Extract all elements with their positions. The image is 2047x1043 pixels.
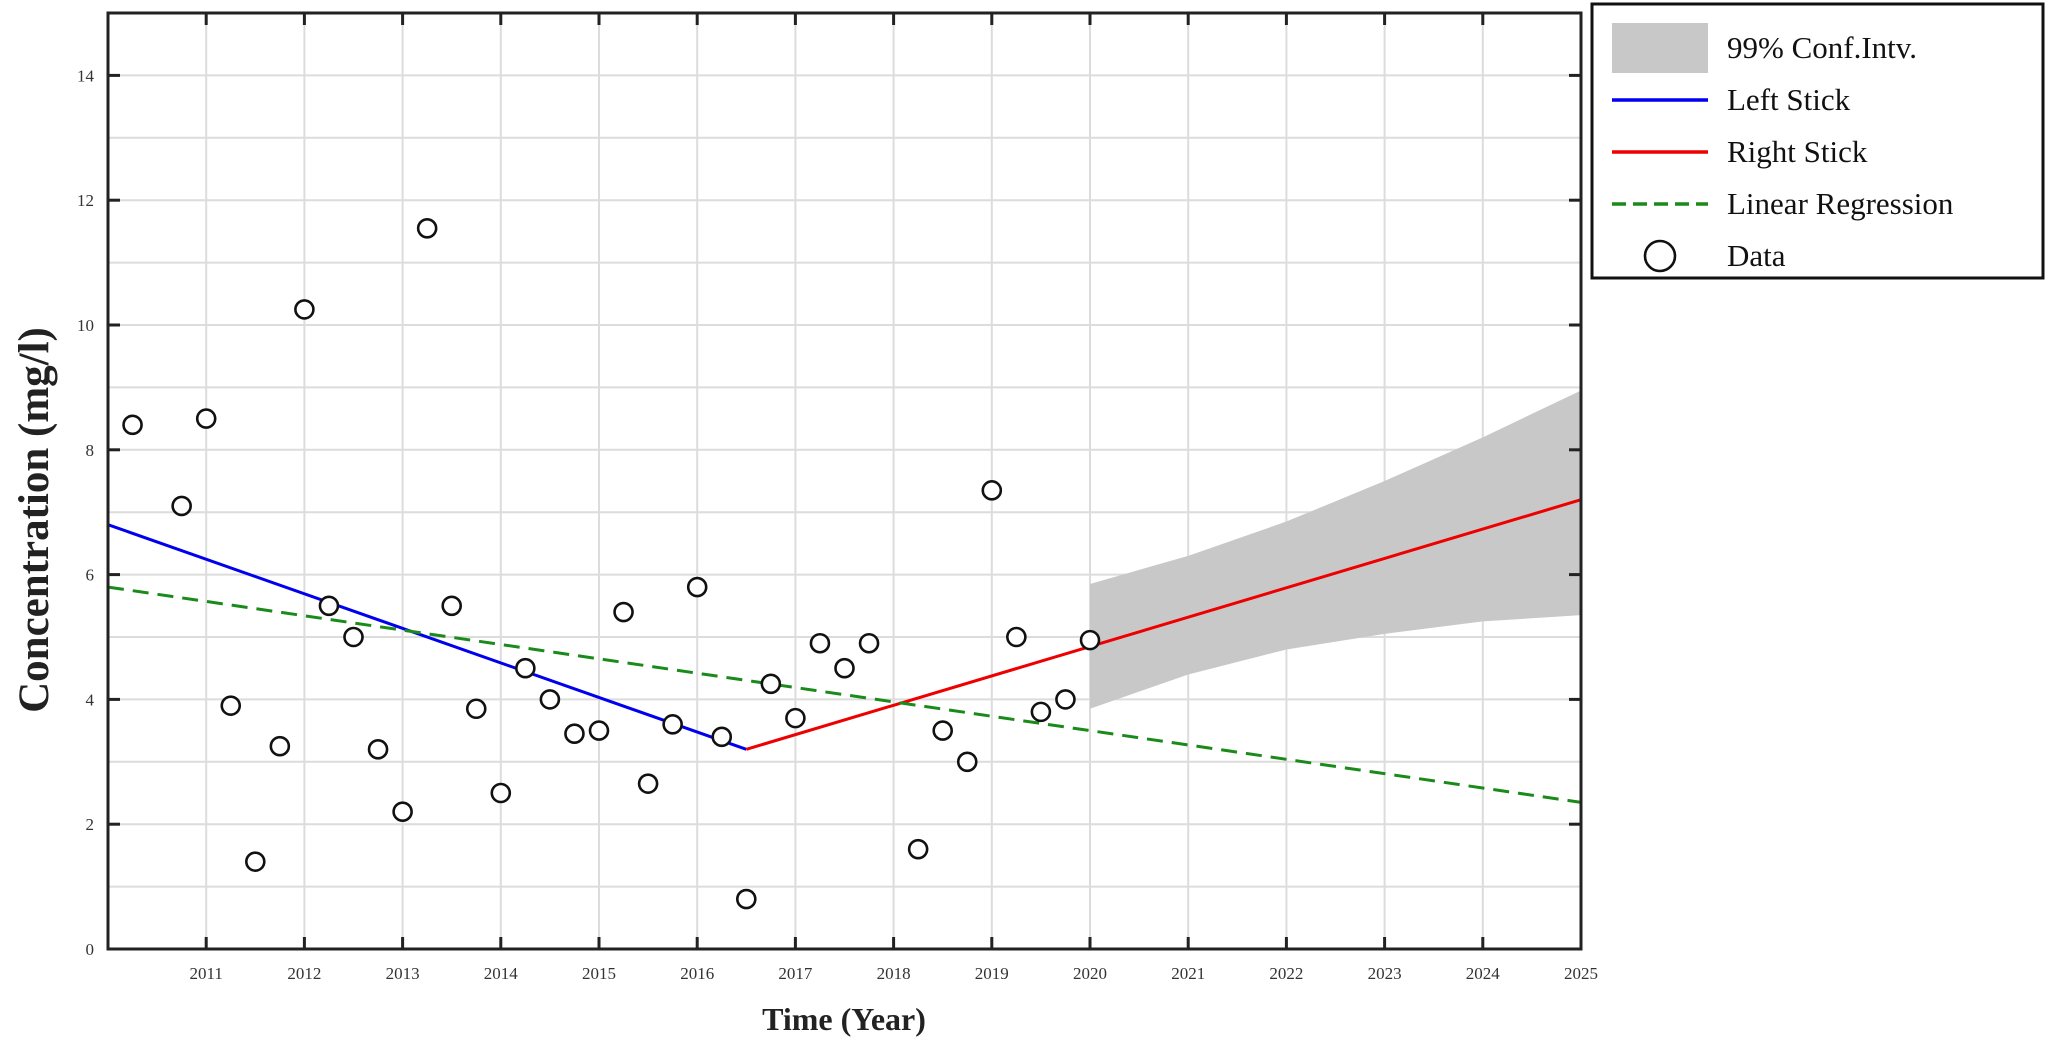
x-tick-label: 2021 <box>1171 964 1205 983</box>
plot-frame <box>106 11 1583 951</box>
data-point <box>1030 701 1052 723</box>
data-point <box>294 299 315 320</box>
data-point <box>613 601 634 623</box>
data-point <box>392 801 413 823</box>
data-point <box>195 408 217 429</box>
data-point <box>981 480 1003 501</box>
data-point <box>834 657 855 679</box>
data-point <box>858 632 880 654</box>
data-point <box>122 414 143 436</box>
left-stick-line <box>107 523 747 751</box>
data-point <box>686 576 708 598</box>
data-point <box>1079 629 1101 651</box>
data-point <box>490 782 512 804</box>
legend-label-data: Data <box>1727 238 1786 273</box>
right-stick-line <box>745 498 1582 751</box>
y-tick-label: 12 <box>77 191 94 210</box>
data-point <box>220 695 242 716</box>
x-tick-label: 2023 <box>1368 964 1402 983</box>
x-tick-label: 2025 <box>1564 964 1598 983</box>
y-tick-label: 14 <box>77 66 95 85</box>
data-point <box>956 751 978 773</box>
data-points <box>122 217 1101 910</box>
x-tick-label: 2017 <box>778 964 813 983</box>
y-tick-label: 0 <box>86 940 95 959</box>
data-point <box>760 673 782 695</box>
data-point <box>932 720 954 741</box>
x-axis-label: Time (Year) <box>762 1001 926 1037</box>
data-point <box>637 773 659 794</box>
legend-swatch-band <box>1612 23 1708 73</box>
y-tick-label: 2 <box>86 815 95 834</box>
data-point <box>662 714 683 735</box>
data-point <box>245 851 266 872</box>
data-point <box>343 626 364 648</box>
x-tick-label: 2014 <box>484 964 519 983</box>
x-tick-label: 2024 <box>1466 964 1501 983</box>
x-tick-label: 2020 <box>1073 964 1107 983</box>
data-point <box>907 838 929 860</box>
data-point <box>809 632 831 654</box>
confidence-band-layer <box>1090 390 1581 709</box>
legend-label-linear-regression: Linear Regression <box>1727 186 1954 221</box>
data-point <box>318 595 340 617</box>
x-tick-label: 2019 <box>975 964 1009 983</box>
grid <box>108 13 1581 950</box>
legend-label-right-stick: Right Stick <box>1727 134 1868 169</box>
ticks: 0 2 4 6 8 10 12 14 2011 2012 2013 2014 2015 2016 2017 2… <box>77 13 1598 983</box>
data-point <box>564 723 585 745</box>
y-tick-label: 10 <box>77 316 94 335</box>
data-point <box>1006 626 1027 648</box>
x-tick-label: 2011 <box>190 964 223 983</box>
data-point <box>588 720 610 741</box>
data-point <box>171 495 192 517</box>
y-tick-label: 4 <box>86 690 95 709</box>
x-tick-label: 2022 <box>1269 964 1303 983</box>
legend-label-left-stick: Left Stick <box>1727 82 1851 117</box>
x-tick-label: 2018 <box>877 964 911 983</box>
x-tick-label: 2015 <box>582 964 616 983</box>
y-tick-label: 6 <box>86 566 95 585</box>
x-tick-label: 2012 <box>287 964 321 983</box>
data-point <box>735 888 757 910</box>
data-point <box>441 595 463 617</box>
x-tick-label: 2016 <box>680 964 714 983</box>
data-point <box>367 739 389 760</box>
y-tick-label: 8 <box>86 441 95 460</box>
linear-regression-line <box>107 585 1582 804</box>
legend: 99% Conf.Intv. Left Stick Right Stick Linea… <box>1590 2 2045 280</box>
data-point <box>515 657 536 679</box>
legend-label-99-conf-intv-: 99% Conf.Intv. <box>1727 30 1917 65</box>
data-point <box>785 707 806 729</box>
data-point <box>711 726 733 748</box>
x-tick-label: 2013 <box>386 964 420 983</box>
data-point <box>539 689 561 710</box>
data-point <box>465 698 487 720</box>
data-point <box>1055 689 1076 710</box>
data-point <box>416 217 438 239</box>
y-axis-label: Concentration (mg/l) <box>11 327 58 713</box>
confidence-band <box>1090 390 1581 709</box>
data-point <box>269 735 291 757</box>
lines-layer <box>107 498 1582 804</box>
legend-marker-icon <box>1643 239 1677 273</box>
